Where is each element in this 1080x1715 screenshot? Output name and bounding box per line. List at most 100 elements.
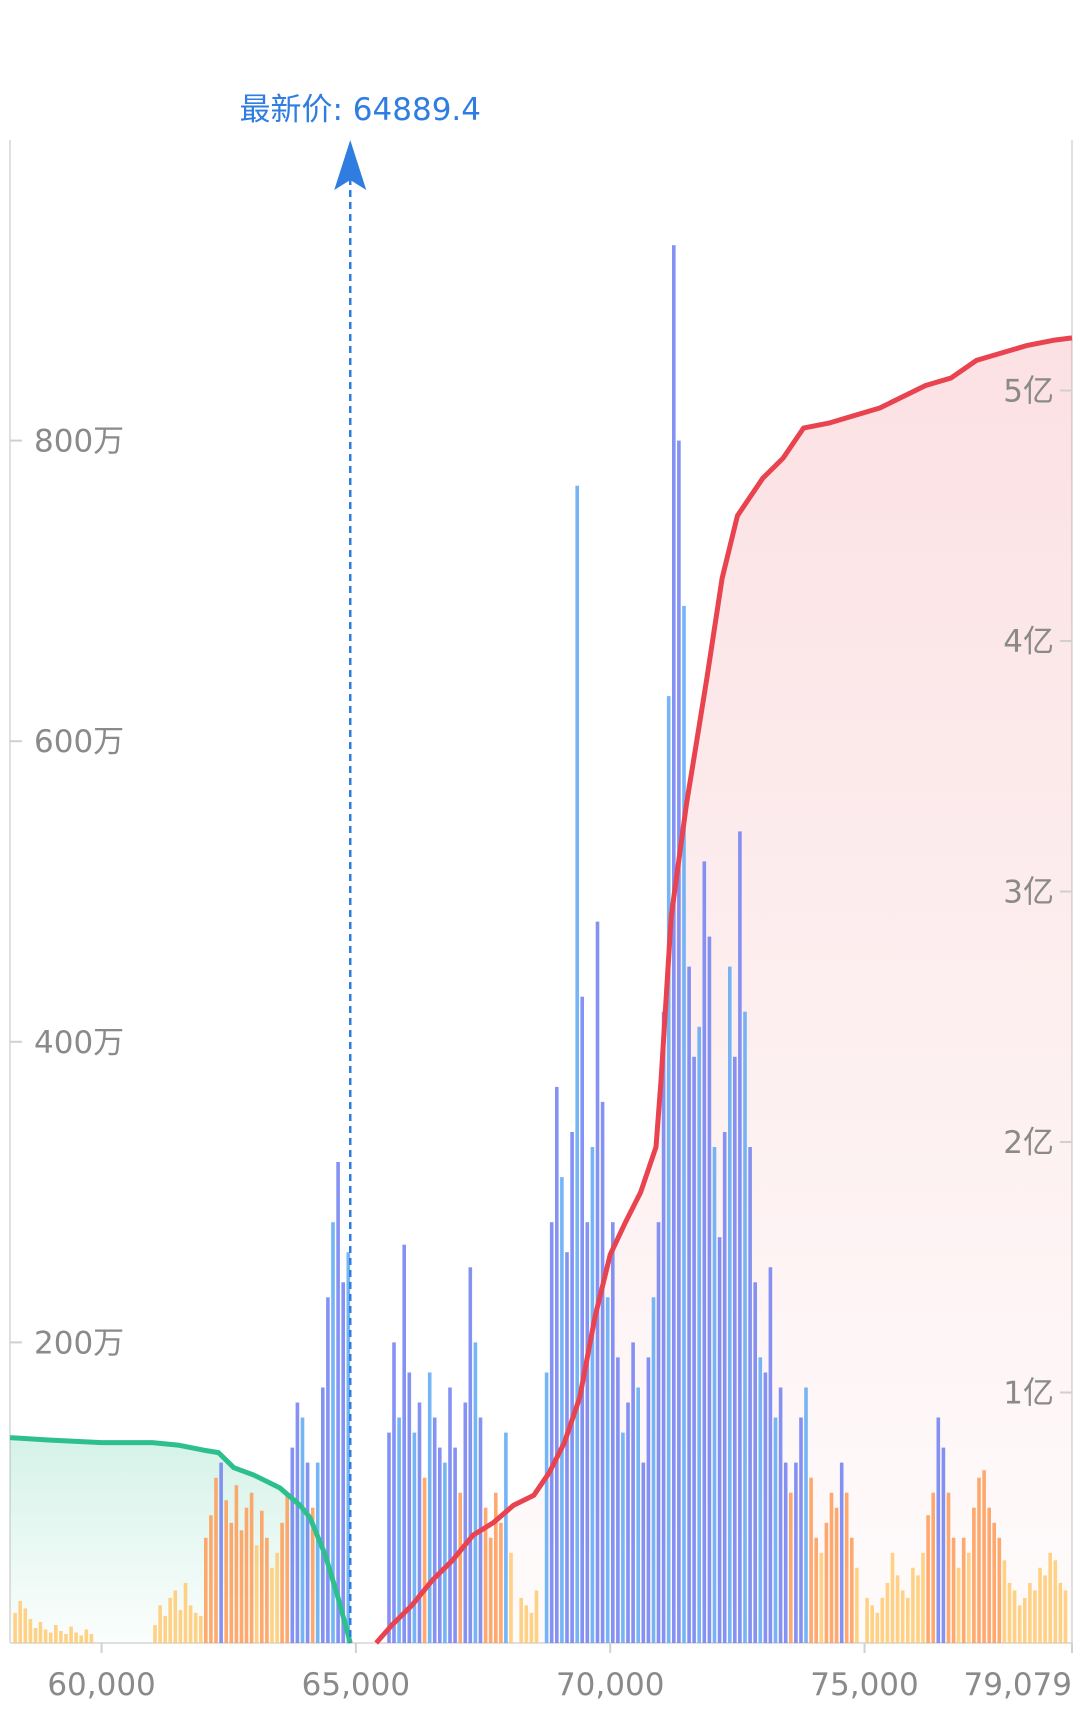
depth-bar — [773, 1417, 778, 1643]
depth-bar — [74, 1632, 78, 1643]
depth-bar — [285, 1492, 289, 1643]
depth-bar — [168, 1597, 172, 1643]
depth-bar — [605, 1297, 610, 1643]
depth-bar — [529, 1612, 534, 1643]
arrow-up-icon — [334, 140, 367, 190]
depth-bar — [158, 1605, 162, 1643]
depth-bar — [183, 1582, 188, 1643]
depth-bar — [28, 1619, 33, 1643]
y-right-tick-label: 2亿 — [1003, 1125, 1054, 1161]
depth-bar — [758, 1357, 763, 1643]
depth-bar — [310, 1507, 315, 1643]
depth-bar — [656, 1222, 661, 1643]
depth-bar — [712, 1147, 717, 1643]
depth-bar — [794, 1462, 798, 1643]
depth-bar — [193, 1612, 198, 1643]
cumulative-areas — [10, 337, 1072, 1643]
depth-bar — [18, 1600, 22, 1643]
depth-bar — [804, 1387, 808, 1643]
depth-bar — [961, 1537, 966, 1643]
depth-bar — [611, 1222, 615, 1643]
depth-bar — [54, 1625, 58, 1643]
depth-bar — [321, 1387, 325, 1643]
depth-bar — [387, 1432, 391, 1643]
depth-bar — [89, 1634, 94, 1643]
y-right-tick-label: 1亿 — [1003, 1376, 1054, 1412]
depth-bar — [64, 1634, 68, 1643]
depth-bar — [900, 1590, 905, 1643]
depth-bar — [834, 1507, 839, 1643]
depth-bar — [473, 1342, 478, 1643]
depth-bar — [931, 1492, 935, 1643]
depth-bar — [672, 245, 676, 1644]
depth-bar — [1012, 1590, 1017, 1643]
depth-bar — [254, 1545, 259, 1643]
depth-bar — [850, 1537, 854, 1643]
depth-bar — [534, 1590, 539, 1643]
depth-bar — [651, 1297, 656, 1643]
depth-bar — [636, 1387, 640, 1643]
x-tick-label: 70,000 — [556, 1667, 664, 1703]
depth-bar — [697, 1026, 701, 1643]
depth-bar — [524, 1605, 529, 1643]
depth-bar — [682, 605, 686, 1643]
depth-bar — [1023, 1597, 1027, 1643]
depth-bar — [315, 1462, 320, 1643]
depth-bar — [290, 1447, 295, 1643]
depth-bar — [987, 1507, 991, 1643]
depth-bar — [885, 1582, 890, 1643]
depth-bar — [79, 1635, 83, 1643]
depth-bar — [407, 1372, 412, 1643]
depth-bar — [585, 1222, 590, 1643]
depth-bar — [997, 1537, 1002, 1643]
x-tick-label: 75,000 — [810, 1667, 918, 1703]
depth-bar — [1063, 1590, 1068, 1643]
depth-bar — [631, 1342, 635, 1643]
depth-bar — [941, 1447, 946, 1643]
depth-bar — [814, 1537, 818, 1643]
depth-bar — [48, 1632, 53, 1643]
depth-bar — [1002, 1560, 1007, 1643]
depth-bar — [219, 1462, 223, 1643]
depth-bar — [153, 1625, 157, 1643]
depth-bar — [692, 1056, 696, 1643]
depth-bar — [936, 1417, 941, 1643]
y-left-tick-label: 200万 — [34, 1325, 124, 1361]
depth-bar — [844, 1492, 849, 1643]
depth-bar — [300, 1417, 305, 1643]
depth-bar — [717, 1237, 722, 1643]
depth-bar — [926, 1515, 930, 1643]
depth-bar — [422, 1477, 427, 1643]
depth-bar — [234, 1485, 239, 1643]
depth-bar — [809, 1477, 813, 1643]
depth-bar — [468, 1267, 473, 1644]
depth-bar — [417, 1402, 422, 1643]
depth-bar — [346, 1252, 351, 1643]
bid-cumulative-line — [9, 1435, 353, 1644]
ask-cumulative-line — [374, 335, 1073, 1645]
depth-bar — [326, 1297, 330, 1643]
depth-bar — [783, 1462, 788, 1643]
depth-bar — [458, 1492, 462, 1643]
depth-bar — [427, 1372, 432, 1643]
depth-bar — [778, 1387, 783, 1643]
x-tick-label: 60,000 — [47, 1667, 155, 1703]
depth-bar — [295, 1402, 300, 1643]
depth-bar — [916, 1575, 920, 1643]
depth-bar — [616, 1357, 620, 1643]
last-price-marker: 最新价: 64889.4 — [240, 92, 481, 1643]
depth-bar — [204, 1537, 208, 1643]
depth-bar — [819, 1552, 824, 1643]
depth-bar — [911, 1567, 915, 1643]
ask-area — [376, 337, 1072, 1643]
depth-bar — [661, 1011, 666, 1643]
depth-bar — [738, 831, 742, 1643]
depth-bar — [677, 440, 681, 1644]
depth-bar — [789, 1492, 793, 1643]
depth-bar — [590, 1147, 595, 1643]
depth-bar — [392, 1342, 396, 1643]
depth-bar — [748, 1147, 752, 1643]
depth-bar — [946, 1492, 951, 1643]
depth-bar — [992, 1522, 996, 1643]
depth-bar — [84, 1629, 89, 1643]
